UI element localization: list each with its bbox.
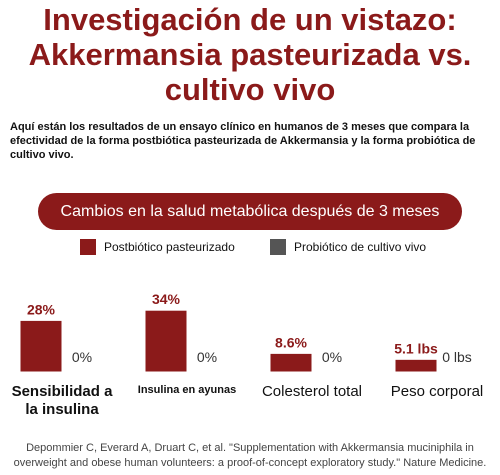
bar — [395, 359, 437, 372]
chart-title: Cambios en la salud metabólica después d… — [38, 193, 462, 230]
value-label: 0% — [322, 349, 342, 365]
source: Depommier C, Everard A, Druart C, et al.… — [13, 442, 487, 469]
x-tick-label: Colesterol total — [261, 383, 363, 400]
legend-label: Postbiótico pasteurizado — [104, 240, 235, 254]
value-label: 5.1 lbs — [394, 340, 438, 356]
bar — [270, 353, 312, 372]
value-label: 0% — [197, 349, 217, 365]
value-label: 0% — [72, 349, 92, 365]
legend-swatch — [270, 239, 286, 255]
value-label: 28% — [27, 301, 56, 317]
subtitle: Aquí están los resultados de un ensayo c… — [10, 121, 476, 161]
value-label: 8.6% — [275, 334, 307, 350]
legend-swatch — [80, 239, 96, 255]
bar — [145, 310, 187, 372]
x-tick-label: Insulina en ayunas — [137, 384, 237, 396]
bar — [20, 320, 62, 372]
title: Investigación de un vistazo: Akkermansia… — [28, 2, 472, 107]
x-tick-label: Peso corporal — [390, 383, 484, 400]
value-label: 34% — [152, 291, 181, 307]
x-tick-label: Sensibilidad a la insulina — [11, 383, 113, 418]
value-label: 0 lbs — [442, 349, 472, 365]
legend-label: Probiótico de cultivo vivo — [294, 240, 427, 254]
